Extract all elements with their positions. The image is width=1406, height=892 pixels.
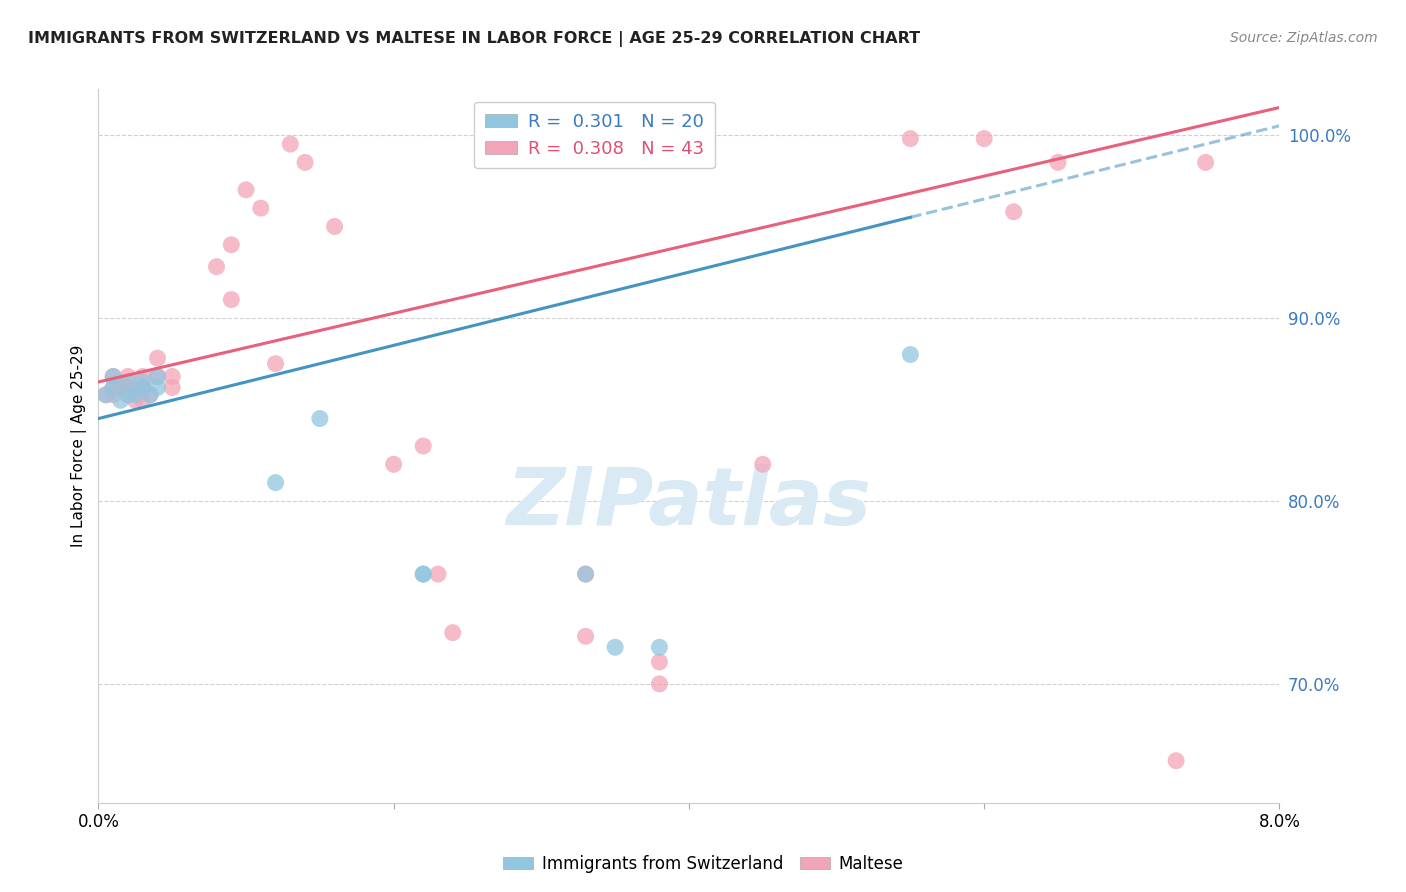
Point bbox=[146, 351, 169, 366]
Point bbox=[132, 369, 155, 384]
Point bbox=[648, 677, 671, 691]
Point bbox=[117, 388, 139, 402]
Point bbox=[103, 369, 125, 384]
Point bbox=[103, 388, 125, 402]
Point bbox=[1194, 155, 1216, 169]
Point bbox=[1002, 204, 1025, 219]
Point bbox=[117, 375, 139, 389]
Point bbox=[412, 567, 434, 582]
Text: Source: ZipAtlas.com: Source: ZipAtlas.com bbox=[1230, 31, 1378, 45]
Point bbox=[648, 640, 671, 655]
Text: IMMIGRANTS FROM SWITZERLAND VS MALTESE IN LABOR FORCE | AGE 25-29 CORRELATION CH: IMMIGRANTS FROM SWITZERLAND VS MALTESE I… bbox=[28, 31, 921, 47]
Point bbox=[94, 388, 117, 402]
Y-axis label: In Labor Force | Age 25-29: In Labor Force | Age 25-29 bbox=[72, 345, 87, 547]
Point bbox=[1164, 754, 1187, 768]
Point bbox=[162, 380, 183, 394]
Point bbox=[278, 137, 302, 152]
Point bbox=[219, 293, 242, 307]
Point bbox=[1046, 155, 1069, 169]
Point bbox=[146, 380, 169, 394]
Point bbox=[146, 369, 169, 384]
Point bbox=[294, 155, 316, 169]
Point bbox=[648, 655, 671, 669]
Point bbox=[264, 475, 287, 490]
Point bbox=[124, 393, 146, 408]
Point bbox=[205, 260, 228, 274]
Legend: R =  0.301   N = 20, R =  0.308   N = 43: R = 0.301 N = 20, R = 0.308 N = 43 bbox=[474, 102, 716, 169]
Legend: Immigrants from Switzerland, Maltese: Immigrants from Switzerland, Maltese bbox=[496, 848, 910, 880]
Point bbox=[412, 439, 434, 453]
Point bbox=[605, 640, 627, 655]
Point bbox=[751, 458, 773, 472]
Point bbox=[441, 625, 464, 640]
Point bbox=[117, 380, 139, 394]
Point bbox=[139, 388, 162, 402]
Point bbox=[412, 567, 434, 582]
Point bbox=[162, 369, 183, 384]
Point bbox=[574, 629, 596, 643]
Point bbox=[900, 347, 922, 361]
Point bbox=[250, 201, 273, 215]
Point bbox=[132, 380, 155, 394]
Point bbox=[124, 388, 146, 402]
Point bbox=[900, 131, 922, 145]
Point bbox=[426, 567, 449, 582]
Point bbox=[117, 380, 139, 394]
Point bbox=[973, 131, 995, 145]
Point bbox=[219, 237, 242, 252]
Point bbox=[132, 380, 155, 394]
Point bbox=[139, 388, 162, 402]
Point bbox=[132, 380, 155, 394]
Point bbox=[574, 567, 596, 582]
Point bbox=[574, 567, 596, 582]
Point bbox=[103, 369, 125, 384]
Point bbox=[110, 393, 132, 408]
Point bbox=[94, 388, 117, 402]
Point bbox=[382, 458, 405, 472]
Point bbox=[132, 393, 155, 408]
Point bbox=[103, 380, 125, 394]
Point bbox=[308, 411, 332, 425]
Point bbox=[132, 375, 155, 389]
Point bbox=[117, 388, 139, 402]
Point bbox=[264, 357, 287, 371]
Point bbox=[146, 369, 169, 384]
Point bbox=[323, 219, 346, 234]
Point bbox=[117, 369, 139, 384]
Point bbox=[235, 183, 257, 197]
Point bbox=[110, 380, 132, 394]
Point bbox=[103, 380, 125, 394]
Text: ZIPatlas: ZIPatlas bbox=[506, 464, 872, 542]
